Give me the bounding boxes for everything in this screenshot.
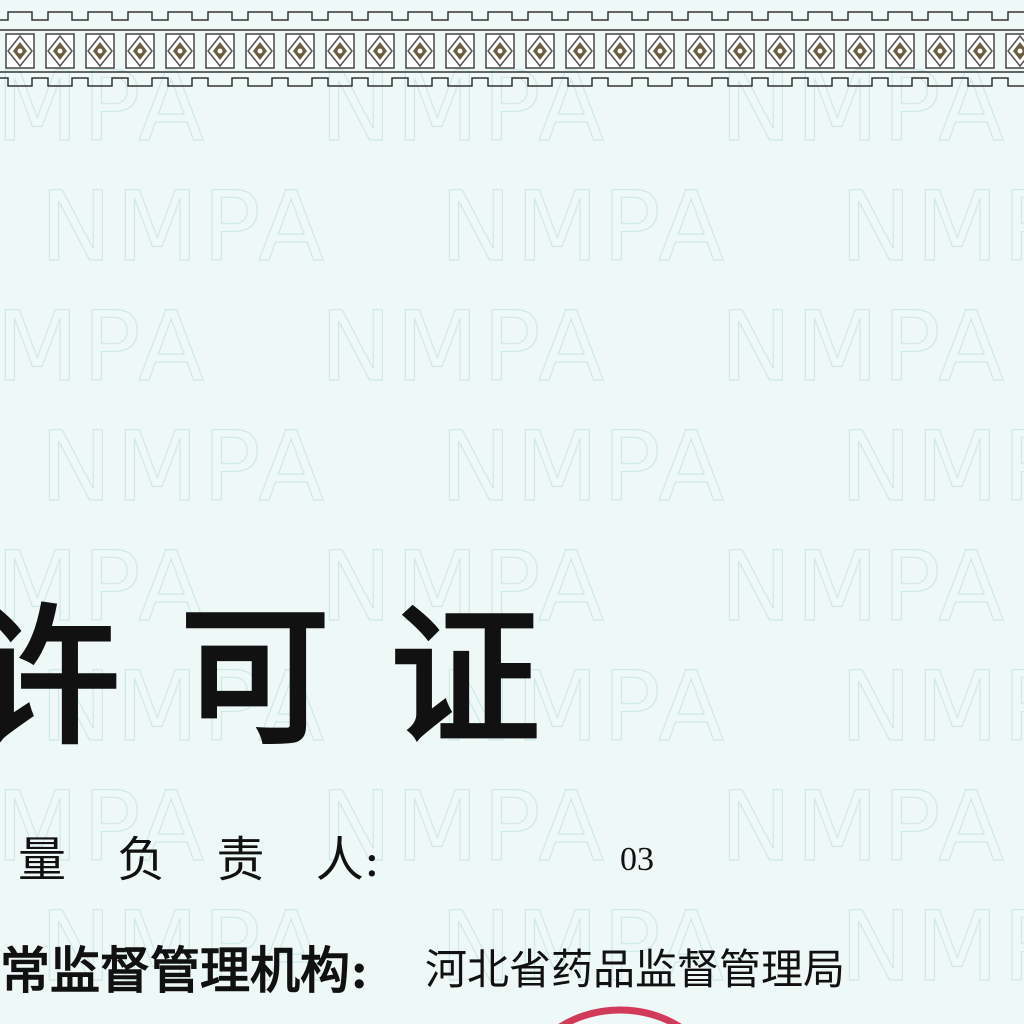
watermark: NMPA	[0, 771, 208, 883]
watermark: NMPA	[0, 531, 208, 643]
watermark: NMPA	[440, 891, 728, 1003]
watermark: NMPA	[320, 291, 608, 403]
watermark: NMPA	[840, 891, 1024, 1003]
watermark: NMPA	[840, 171, 1024, 283]
watermark: NMPA	[40, 411, 328, 523]
authority-value: 河北省药品监督管理局	[425, 945, 845, 994]
watermark: NMPA	[440, 651, 728, 763]
authority-label: 常监督管理机构:	[0, 941, 368, 1000]
quality-value: 03	[620, 841, 654, 878]
watermark: NMPA	[840, 651, 1024, 763]
title: 许可证	[0, 590, 600, 766]
seal	[558, 1006, 682, 1024]
watermark: NMPA	[720, 531, 1008, 643]
watermark: NMPA	[0, 291, 208, 403]
watermark: NMPA	[720, 771, 1008, 883]
watermark: NMPA	[40, 891, 328, 1003]
quality-label: 量 负 责 人:	[18, 832, 380, 888]
decorative-border	[0, 0, 1024, 92]
watermark: NMPA	[840, 411, 1024, 523]
watermark: NMPA	[320, 531, 608, 643]
watermark: NMPA	[40, 651, 328, 763]
watermark: NMPA	[720, 291, 1008, 403]
watermark: NMPA	[320, 771, 608, 883]
watermark: NMPA	[440, 411, 728, 523]
watermark: NMPA	[440, 171, 728, 283]
watermark: NMPA	[40, 171, 328, 283]
